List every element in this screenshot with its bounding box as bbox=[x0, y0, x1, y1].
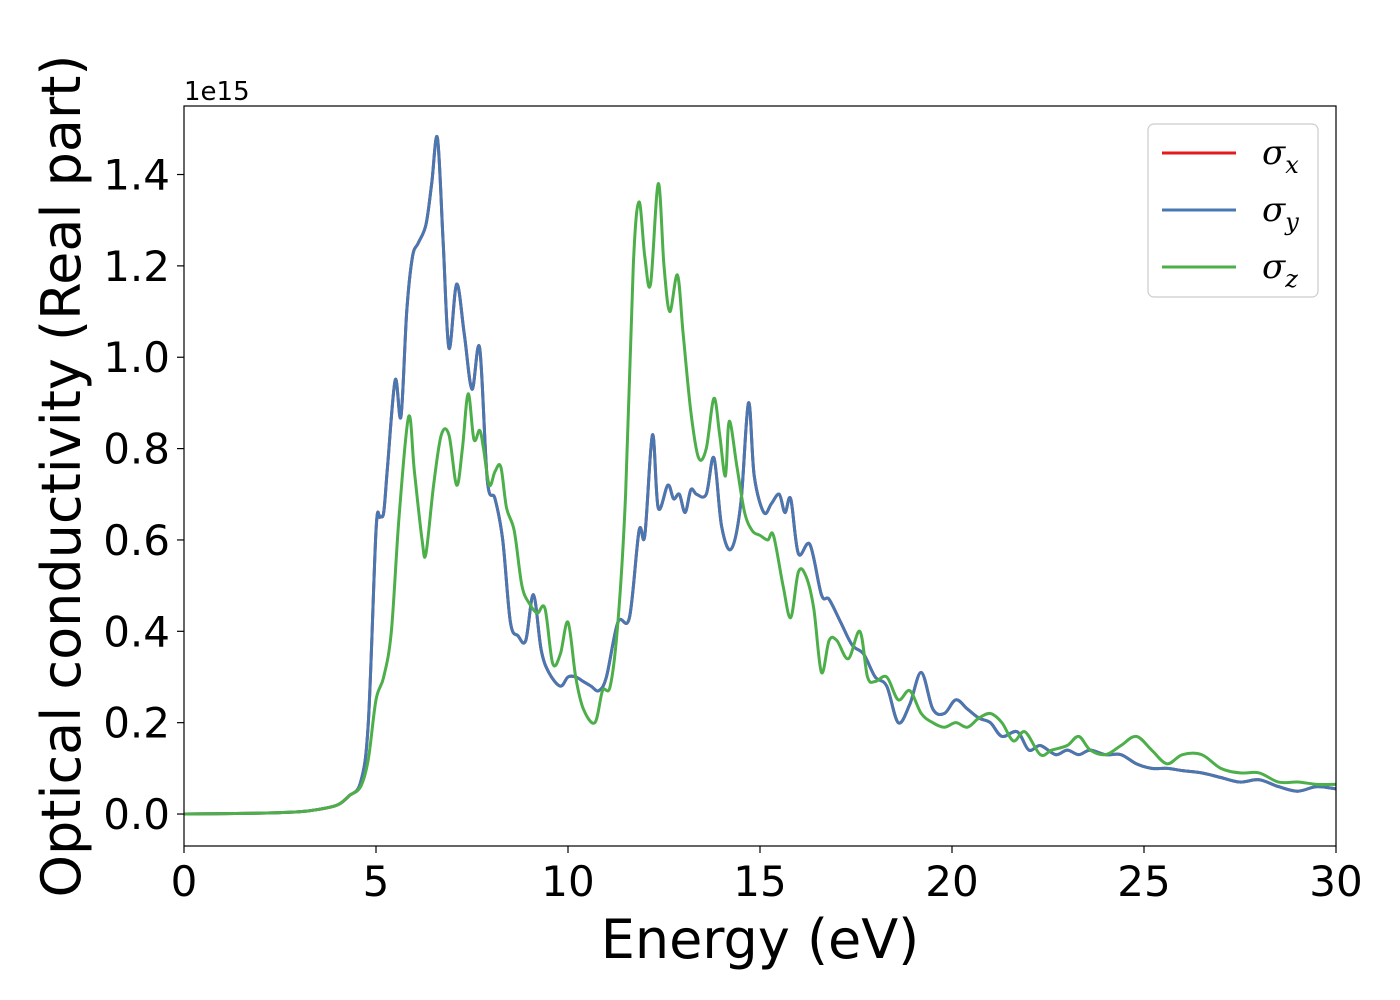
y-tick-label: 0.2 bbox=[103, 699, 170, 748]
legend-label-subscript: x bbox=[1285, 151, 1299, 179]
legend-label-subscript: z bbox=[1284, 265, 1298, 293]
y-tick-label: 1.4 bbox=[103, 151, 170, 200]
series-line-z bbox=[184, 182, 1336, 816]
legend-label-z: σz bbox=[1262, 247, 1298, 293]
legend-label-x: σx bbox=[1262, 133, 1299, 179]
plot-area bbox=[184, 106, 1336, 846]
y-tick-label: 1.0 bbox=[103, 333, 170, 382]
legend-label-symbol: σ bbox=[1262, 133, 1286, 173]
x-tick-label: 5 bbox=[363, 857, 390, 906]
y-tick-label: 0.8 bbox=[103, 425, 170, 474]
y-tick-label: 0.6 bbox=[103, 516, 170, 565]
y-axis: 0.0 0.2 0.4 0.6 0.8 1.0 1.2 1.4 bbox=[103, 151, 184, 839]
y-tick-label: 0.4 bbox=[103, 607, 170, 656]
y-tick-label: 0.0 bbox=[103, 790, 170, 839]
x-axis-label: Energy (eV) bbox=[601, 908, 920, 971]
legend-label-symbol: σ bbox=[1262, 190, 1286, 230]
legend-label-symbol: σ bbox=[1262, 247, 1286, 287]
x-tick-label: 25 bbox=[1117, 857, 1170, 906]
x-tick-label: 0 bbox=[171, 857, 198, 906]
x-axis: 0 5 10 15 20 25 30 bbox=[171, 846, 1363, 906]
legend-label-y: σy bbox=[1262, 190, 1299, 236]
x-tick-label: 15 bbox=[733, 857, 786, 906]
series-line-y bbox=[184, 134, 1336, 816]
series-layer bbox=[184, 134, 1336, 816]
x-tick-label: 10 bbox=[541, 857, 594, 906]
x-tick-label: 30 bbox=[1309, 857, 1362, 906]
y-tick-label: 1.2 bbox=[103, 242, 170, 291]
x-tick-label: 20 bbox=[925, 857, 978, 906]
y-axis-label: Optical conductivity (Real part) bbox=[30, 55, 93, 898]
legend-label-subscript: y bbox=[1284, 208, 1299, 236]
y-offset-label: 1e15 bbox=[184, 77, 250, 107]
